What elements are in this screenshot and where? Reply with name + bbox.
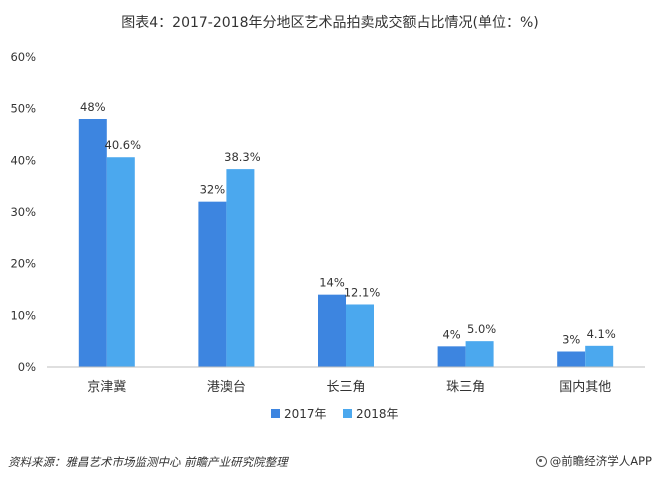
y-tick-label: 20%: [10, 257, 36, 271]
bar-2017年-港澳台: [198, 201, 227, 367]
bar-2017年-京津冀: [78, 119, 107, 367]
data-label: 40.6%: [105, 138, 142, 152]
y-tick-label: 30%: [10, 205, 36, 219]
legend-label: 2017年: [284, 407, 327, 421]
data-label: 3%: [562, 333, 580, 347]
x-tick-label: 国内其他: [559, 379, 611, 395]
x-tick-label: 珠三角: [446, 380, 485, 395]
data-label: 12.1%: [344, 285, 381, 299]
bar-2017年-长三角: [318, 294, 346, 367]
bar-2018年-珠三角: [465, 341, 494, 367]
data-label: 14%: [319, 276, 345, 290]
data-label: 4%: [442, 327, 460, 341]
bar-2018年-长三角: [346, 304, 374, 367]
data-label: 5.0%: [467, 322, 496, 336]
brand-text: @前瞻经济学人APP: [549, 454, 652, 468]
bar-2017年-珠三角: [437, 346, 466, 367]
brand-credit: @前瞻经济学人APP: [535, 453, 652, 469]
data-label: 32%: [200, 183, 226, 197]
source-note: 资料来源：雅昌艺术市场监测中心 前瞻产业研究院整理: [8, 455, 288, 469]
chart-title: 图表4：2017-2018年分地区艺术品拍卖成交额占比情况(单位：%): [121, 15, 539, 31]
brand-logo-icon: [535, 455, 547, 467]
y-tick-label: 40%: [10, 153, 36, 167]
bar-2018年-京津冀: [106, 157, 135, 367]
bar-chart: 0% 10% 20% 30% 40% 50% 60% 48% 40.6% 京津冀 32% 38.3% 港…: [10, 50, 645, 421]
bar-2018年-港澳台: [226, 169, 255, 367]
y-tick-label: 0%: [18, 360, 36, 374]
data-label: 48%: [80, 100, 106, 114]
x-tick-label: 港澳台: [207, 379, 246, 395]
bar-2017年-国内其他: [557, 351, 586, 367]
legend-label: 2018年: [356, 407, 399, 421]
data-label: 38.3%: [224, 150, 261, 164]
legend-swatch: [271, 409, 280, 418]
legend-swatch: [343, 409, 352, 418]
x-tick-label: 京津冀: [87, 379, 126, 395]
x-tick-label: 长三角: [326, 380, 365, 395]
bar-2018年-国内其他: [585, 345, 614, 367]
y-tick-label: 60%: [10, 50, 36, 64]
y-tick-label: 10%: [10, 308, 36, 322]
data-label: 4.1%: [587, 327, 616, 341]
y-tick-label: 50%: [10, 102, 36, 116]
